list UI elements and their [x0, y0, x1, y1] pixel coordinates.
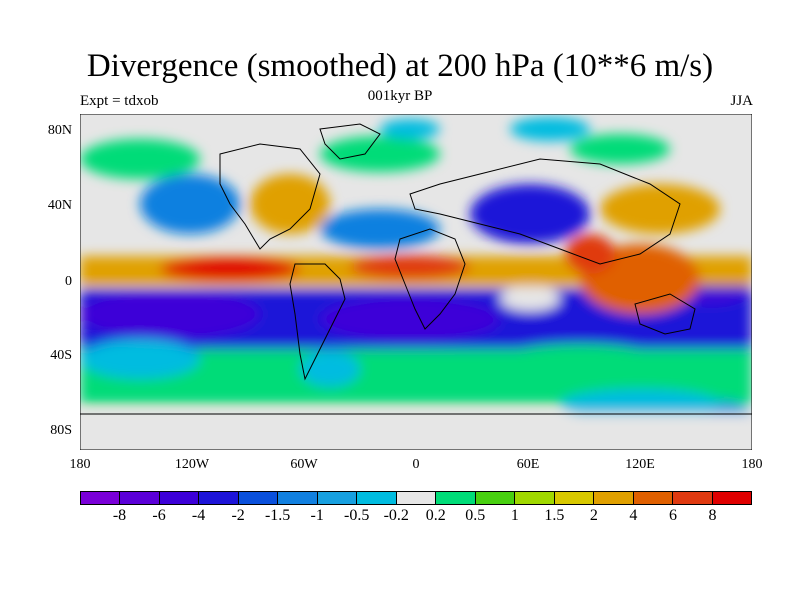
colorbar-swatch: [594, 492, 634, 504]
colorbar-swatch: [673, 492, 713, 504]
colorbar-label: -8: [112, 507, 127, 524]
lat-label-80s: 80S: [50, 423, 72, 438]
lat-label-0: 0: [65, 274, 72, 289]
colorbar-label: -0.2: [383, 507, 409, 524]
lon-label-120e: 120E: [625, 457, 655, 472]
colorbar-label: -4: [191, 507, 206, 524]
divergence-field: [80, 117, 752, 450]
colorbar-label: 1.5: [544, 507, 565, 524]
lon-label-180e: 180: [741, 457, 763, 472]
colorbar-swatch: [120, 492, 160, 504]
colorbar-swatch: [712, 492, 751, 504]
colorbar-label: -0.5: [344, 507, 370, 524]
colorbar-label: 0.5: [465, 507, 486, 524]
colorbar-label: -2: [231, 507, 245, 524]
lat-label-40n: 40N: [47, 198, 72, 213]
colorbar-swatch: [159, 492, 200, 504]
coastlines: [80, 123, 752, 415]
colorbar-label: 2: [589, 507, 598, 524]
colorbar-label: -6: [152, 507, 166, 524]
colorbar-label: -1.5: [264, 507, 291, 524]
colorbar-swatch: [278, 492, 318, 504]
plot-title: Divergence (smoothed) at 200 hPa (10**6 …: [86, 48, 714, 84]
colorbar-swatch: [396, 492, 437, 504]
season-label: JJA: [730, 93, 753, 109]
experiment-label: Expt = tdxob: [80, 93, 159, 109]
colorbar-swatch: [475, 492, 516, 504]
colorbar-swatch: [199, 492, 239, 504]
lon-label-180w: 180: [69, 457, 91, 472]
divergence-map: [80, 114, 752, 450]
colorbar-swatch: [317, 492, 358, 504]
colorbar-swatch: [554, 492, 595, 504]
colorbar-label: 6: [668, 507, 677, 524]
colorbar-label: 0.2: [425, 507, 446, 524]
colorbar-swatch: [515, 492, 555, 504]
time-label: 001kyr BP: [367, 88, 433, 104]
colorbar-label: 4: [629, 507, 638, 524]
colorbar-swatch: [238, 492, 279, 504]
colorbar: [80, 491, 752, 505]
colorbar-swatch: [436, 492, 476, 504]
lat-label-80n: 80N: [47, 123, 72, 138]
lon-label-60e: 60E: [516, 457, 540, 472]
lon-label-120w: 120W: [174, 457, 210, 472]
lon-label-60w: 60W: [290, 457, 318, 472]
colorbar-label: 1: [510, 507, 519, 524]
colorbar-label: -1: [310, 507, 324, 524]
colorbar-swatch: [633, 492, 674, 504]
lon-label-0: 0: [412, 457, 420, 472]
colorbar-swatch: [357, 492, 397, 504]
lat-label-40s: 40S: [50, 348, 72, 363]
colorbar-label: 8: [708, 507, 717, 524]
colorbar-swatch: [81, 492, 121, 504]
